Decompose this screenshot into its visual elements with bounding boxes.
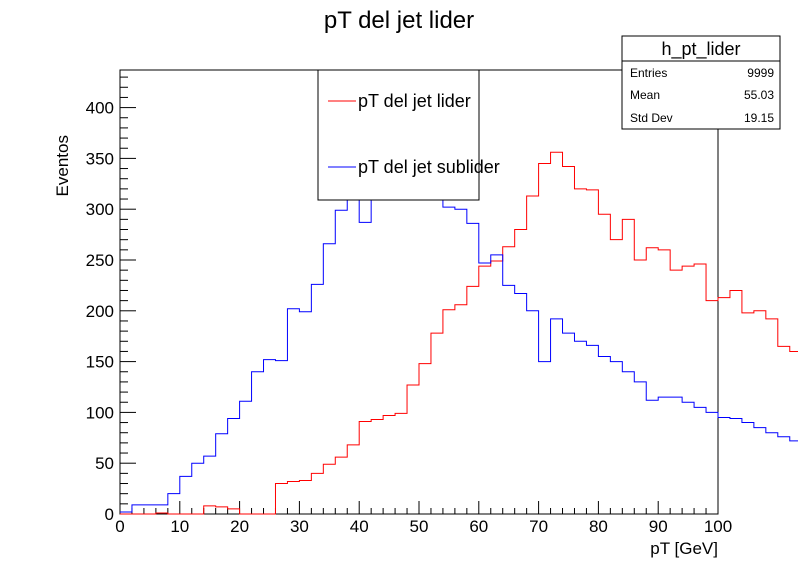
x-tick-label: 90 xyxy=(649,517,668,536)
y-tick-label: 400 xyxy=(86,99,114,118)
x-axis: 0 10 20 30 40 50 60 70 80 90 100 xyxy=(115,501,732,536)
chart-title: pT del jet lider xyxy=(324,7,474,34)
stats-title: h_pt_lider xyxy=(661,39,740,60)
y-tick-label: 350 xyxy=(86,149,114,168)
y-tick-label: 100 xyxy=(86,403,114,422)
x-tick-label: 20 xyxy=(230,517,249,536)
stats-value-entries: 9999 xyxy=(747,66,774,80)
x-tick-label: 70 xyxy=(529,517,548,536)
y-axis: 0 50 100 150 200 250 300 350 400 xyxy=(86,76,136,524)
histogram-series xyxy=(120,131,798,515)
stats-label-stddev: Std Dev xyxy=(630,111,673,125)
x-tick-label: 80 xyxy=(589,517,608,536)
y-axis-label: Eventos xyxy=(53,135,72,196)
histogram-line-lider xyxy=(120,151,798,515)
x-tick-label: 0 xyxy=(115,517,124,536)
x-tick-label: 10 xyxy=(170,517,189,536)
x-tick-label: 30 xyxy=(290,517,309,536)
legend-box: pT del jet lider pT del jet sublider xyxy=(317,69,500,201)
y-tick-label: 200 xyxy=(86,302,114,321)
stats-value-stddev: 19.15 xyxy=(744,111,774,125)
legend-label-lider: pT del jet lider xyxy=(358,91,471,111)
stats-label-entries: Entries xyxy=(630,66,667,80)
stats-box: h_pt_lider Entries 9999 Mean 55.03 Std D… xyxy=(621,35,781,130)
y-tick-label: 150 xyxy=(86,353,114,372)
x-axis-label: pT [GeV] xyxy=(650,539,718,558)
x-tick-label: 100 xyxy=(704,517,732,536)
y-tick-label: 50 xyxy=(95,454,114,473)
y-tick-label: 300 xyxy=(86,200,114,219)
x-tick-label: 60 xyxy=(469,517,488,536)
legend-label-sublider: pT del jet sublider xyxy=(358,157,500,177)
stats-value-mean: 55.03 xyxy=(744,88,774,102)
x-tick-label: 50 xyxy=(410,517,429,536)
x-tick-label: 40 xyxy=(350,517,369,536)
stats-label-mean: Mean xyxy=(630,88,660,102)
y-tick-label: 250 xyxy=(86,251,114,270)
y-tick-label: 0 xyxy=(105,505,114,524)
histogram-line-sublider xyxy=(120,131,798,513)
